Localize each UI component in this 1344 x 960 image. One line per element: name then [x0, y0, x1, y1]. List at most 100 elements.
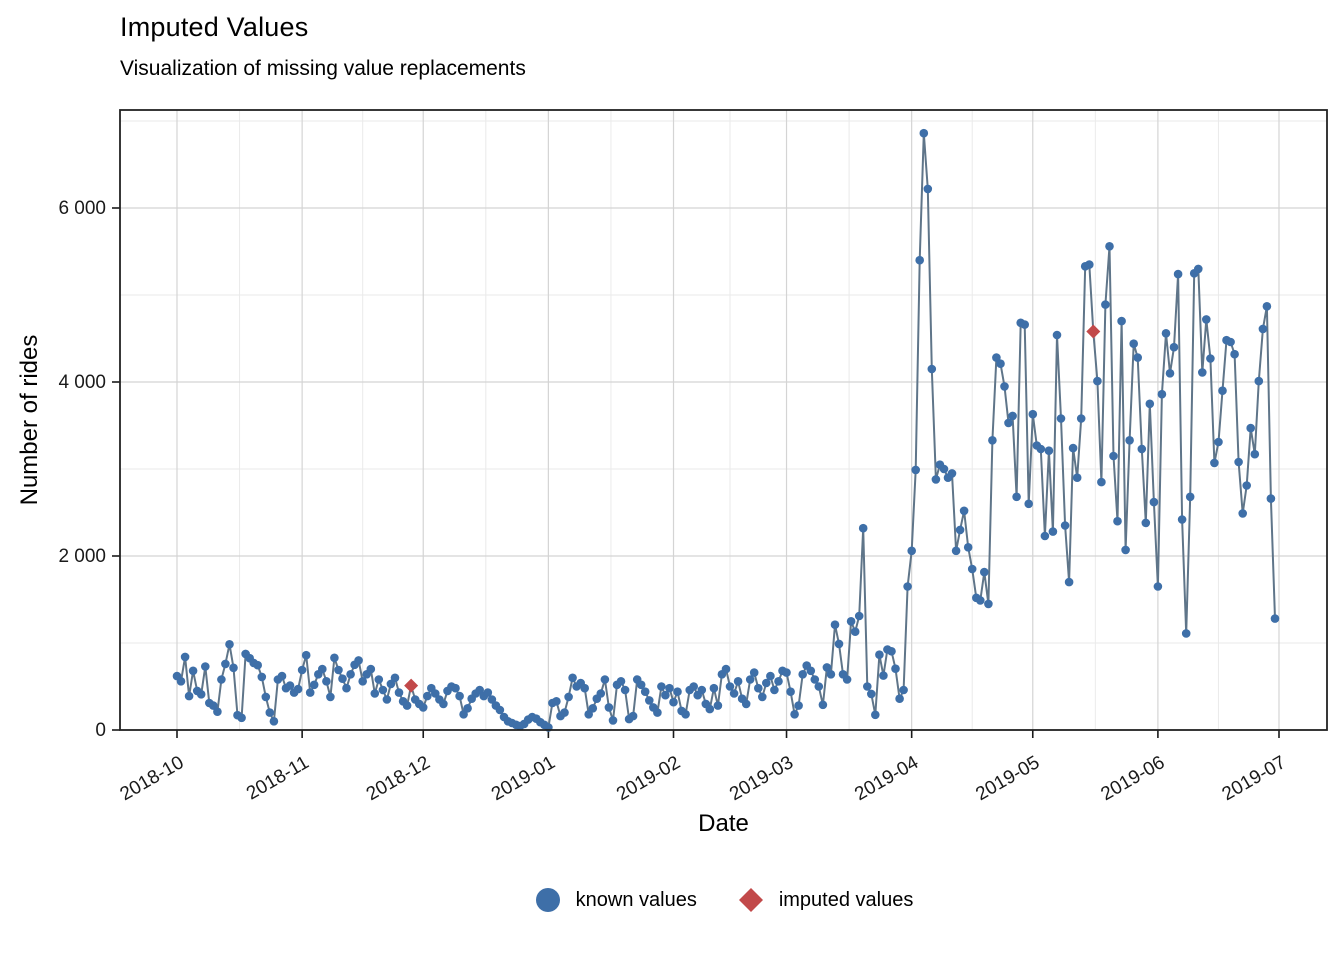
data-point — [1254, 376, 1264, 386]
data-point — [907, 546, 916, 556]
data-point — [423, 691, 432, 701]
data-point — [645, 696, 654, 705]
data-point — [455, 691, 464, 701]
known-values-circle-icon — [535, 888, 560, 912]
data-point — [915, 255, 924, 265]
y-tick-label: 6 000 — [58, 198, 106, 219]
data-point — [911, 465, 920, 475]
data-point — [822, 663, 832, 672]
data-point — [616, 677, 626, 686]
data-point — [640, 687, 650, 696]
data-point — [955, 525, 965, 535]
data-point — [814, 682, 824, 691]
data-point — [653, 708, 662, 717]
data-point — [1012, 492, 1021, 502]
data-point — [875, 650, 884, 659]
data-point — [184, 691, 194, 701]
data-point — [1157, 389, 1167, 399]
data-point — [301, 650, 311, 660]
data-point — [560, 708, 569, 717]
data-point — [326, 692, 335, 702]
data-point — [899, 685, 908, 695]
data-point — [806, 666, 816, 676]
data-point — [1020, 320, 1029, 329]
x-tick-label: 2019-03 — [726, 752, 797, 805]
data-point — [475, 685, 485, 695]
y-tick-label: 2 000 — [58, 546, 106, 567]
data-point — [188, 666, 198, 676]
data-point — [1153, 582, 1163, 591]
data-point — [927, 364, 937, 374]
data-point — [681, 710, 690, 719]
data-point — [1266, 494, 1276, 503]
data-point — [176, 677, 186, 686]
data-point — [1129, 339, 1138, 349]
data-point — [342, 683, 351, 693]
data-point — [596, 689, 606, 698]
data-point — [1133, 353, 1142, 362]
x-tick-label: 2019-07 — [1219, 752, 1290, 805]
data-point — [782, 668, 791, 677]
data-point — [209, 701, 218, 710]
data-point — [963, 543, 973, 552]
data-point — [891, 664, 900, 673]
data-point — [984, 599, 993, 609]
data-point — [628, 711, 638, 721]
data-point — [919, 128, 929, 138]
data-point — [330, 653, 339, 663]
panel-border — [119, 109, 1328, 731]
data-point — [867, 689, 876, 699]
data-point — [1165, 369, 1175, 378]
data-point — [1117, 316, 1126, 326]
data-point — [358, 677, 368, 686]
x-tick-label: 2019-06 — [1098, 752, 1169, 805]
data-point — [1097, 477, 1106, 487]
x-tick-label: 2019-05 — [972, 752, 1043, 805]
x-tick-label: 2019-01 — [488, 752, 559, 805]
chart-panel: 0 2 000 4 000 6 000 2018-10 2018-11 2018-12 201… — [58, 109, 1328, 805]
data-point — [988, 436, 997, 445]
data-point — [366, 664, 376, 674]
data-point — [931, 475, 941, 484]
data-point — [265, 708, 275, 717]
data-point — [1246, 423, 1255, 433]
data-point — [689, 682, 698, 691]
imputed-point — [404, 678, 419, 693]
data-point — [394, 688, 404, 697]
data-point — [1004, 418, 1013, 428]
data-point — [741, 699, 751, 709]
data-point — [959, 506, 969, 516]
data-point — [354, 656, 363, 665]
data-point — [1085, 260, 1094, 269]
x-tick-label: 2019-04 — [851, 752, 922, 805]
data-point — [745, 675, 755, 684]
data-point — [697, 685, 707, 695]
data-point — [229, 663, 238, 673]
data-point — [1000, 382, 1009, 391]
data-point — [1185, 492, 1195, 502]
x-tick-label: 2018-11 — [243, 752, 313, 804]
data-point — [309, 680, 319, 690]
data-point — [1173, 269, 1183, 279]
data-point — [790, 710, 799, 719]
legend-known-label: known values — [575, 888, 697, 911]
data-point — [1121, 545, 1130, 555]
data-point — [213, 707, 222, 716]
imputed-point — [1086, 324, 1101, 339]
data-point — [1145, 399, 1155, 409]
x-tick-label: 2018-10 — [117, 752, 188, 805]
data-point — [826, 670, 836, 679]
data-point — [758, 692, 767, 702]
x-axis-title: Date — [698, 810, 749, 837]
data-point — [1218, 386, 1227, 396]
data-point — [1206, 354, 1215, 363]
data-point — [657, 682, 666, 691]
data-point — [887, 647, 896, 656]
data-point — [1141, 518, 1151, 528]
data-point — [386, 679, 396, 689]
data-point — [1258, 324, 1268, 334]
data-point — [293, 684, 303, 694]
data-point — [992, 353, 1001, 362]
data-point — [463, 704, 472, 713]
data-point — [754, 683, 763, 693]
